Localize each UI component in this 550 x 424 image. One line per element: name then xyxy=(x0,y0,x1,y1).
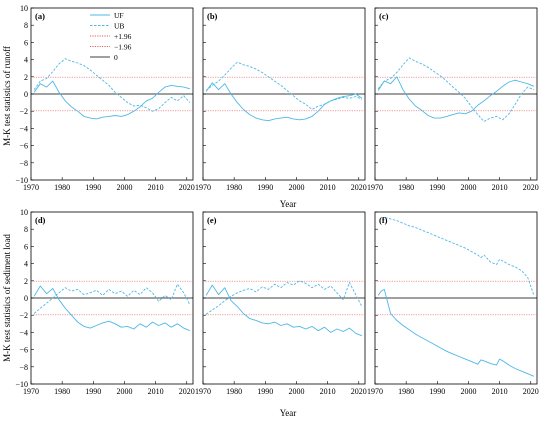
x-tick-label: 1970 xyxy=(367,387,383,396)
y-tick-label: −8 xyxy=(19,363,28,372)
x-tick-label: 1990 xyxy=(85,387,101,396)
y-tick-label: −10 xyxy=(15,380,28,389)
legend-label: UB xyxy=(114,21,124,30)
x-tick-label: 1980 xyxy=(226,387,242,396)
panel-f: 1970 1980 1990 2000 2010 2020 (f) xyxy=(367,211,539,396)
y-tick-label: −2 xyxy=(19,107,28,116)
y-axis-title-runoff: M-K test statistics of runoff xyxy=(2,46,12,146)
panel-label: (e) xyxy=(207,215,217,225)
series-uf-line xyxy=(377,76,535,119)
series-uf-line xyxy=(33,285,191,332)
x-tick-label: 1990 xyxy=(257,183,273,192)
y-tick-label: 8 xyxy=(24,21,28,30)
panel-b: 1970 1980 1990 2000 2010 2020 (b) xyxy=(195,7,367,192)
x-tick-label: 2020 xyxy=(351,387,367,396)
series-ub-line xyxy=(205,61,363,110)
series-uf-line xyxy=(205,284,363,337)
x-tick-label: 2020 xyxy=(523,387,539,396)
series-ub-line xyxy=(33,283,191,314)
series-ub-line xyxy=(33,58,191,112)
x-tick-label: 1970 xyxy=(23,183,39,192)
x-tick-label: 2000 xyxy=(116,387,132,396)
y-tick-label: 8 xyxy=(24,225,28,234)
x-tick-label: 2000 xyxy=(460,387,476,396)
panel-label: (c) xyxy=(379,11,389,21)
legend-label: −1.96 xyxy=(114,42,132,51)
x-tick-label: 2000 xyxy=(288,387,304,396)
y-tick-label: 2 xyxy=(24,73,28,82)
x-tick-label: 2010 xyxy=(148,183,164,192)
panel-e: 1970 1980 1990 2000 2010 2020 (e) xyxy=(195,211,367,396)
series-uf-line xyxy=(33,80,191,120)
panel-label: (d) xyxy=(35,215,46,225)
y-tick-label: 0 xyxy=(24,90,28,99)
x-tick-label: 1990 xyxy=(429,183,445,192)
y-tick-label: −6 xyxy=(19,142,28,151)
x-tick-label: 2020 xyxy=(523,183,539,192)
x-tick-label: 2020 xyxy=(351,183,367,192)
x-tick-label: 2010 xyxy=(492,387,508,396)
y-tick-label: 2 xyxy=(24,277,28,286)
x-tick-label: 1980 xyxy=(54,183,70,192)
x-tick-label: 2020 xyxy=(179,183,195,192)
x-tick-label: 1980 xyxy=(226,183,242,192)
series-ub-line xyxy=(377,57,535,122)
y-tick-label: −2 xyxy=(19,311,28,320)
y-tick-label: −4 xyxy=(19,328,28,337)
y-tick-label: 10 xyxy=(20,208,28,217)
legend-label: 0 xyxy=(114,53,118,62)
x-tick-label: 1990 xyxy=(257,387,273,396)
x-tick-label: 2010 xyxy=(320,387,336,396)
legend-label: +1.96 xyxy=(114,32,132,41)
x-tick-label: 2000 xyxy=(116,183,132,192)
y-tick-label: −10 xyxy=(15,176,28,185)
series-uf-line xyxy=(205,82,363,122)
x-axis-title-bottom: Year xyxy=(280,408,297,418)
x-tick-label: 2020 xyxy=(179,387,195,396)
x-tick-label: 1970 xyxy=(23,387,39,396)
panel-label: (b) xyxy=(207,11,218,21)
x-tick-label: 2010 xyxy=(148,387,164,396)
x-tick-label: 1970 xyxy=(195,183,211,192)
y-tick-label: −8 xyxy=(19,159,28,168)
y-tick-label: 6 xyxy=(24,242,28,251)
panel-c: 1970 1980 1990 2000 2010 2020 (c) xyxy=(367,7,539,192)
x-tick-label: 1980 xyxy=(398,183,414,192)
x-tick-label: 2010 xyxy=(320,183,336,192)
y-tick-label: 6 xyxy=(24,38,28,47)
x-tick-label: 1970 xyxy=(195,387,211,396)
panel-label: (a) xyxy=(35,11,45,21)
y-tick-label: −4 xyxy=(19,124,28,133)
x-tick-label: 2010 xyxy=(492,183,508,192)
x-axis-title-top: Year xyxy=(280,199,297,209)
x-tick-label: 2000 xyxy=(288,183,304,192)
y-tick-label: 4 xyxy=(24,260,28,269)
series-ub-line xyxy=(381,216,535,296)
legend-label: UF xyxy=(114,11,124,20)
panel-a: −10 −8 −6 −4 −2 0 2 4 6 8 10 1970 1980 1990 2000 2010 20… xyxy=(15,4,194,192)
series-uf-line xyxy=(377,288,535,377)
panel-label: (f) xyxy=(379,215,388,225)
x-tick-label: 1970 xyxy=(367,183,383,192)
y-tick-label: −6 xyxy=(19,346,28,355)
panel-d: −10 −8 −6 −4 −2 0 2 4 6 8 10 1970 1980 1990 2000 2010 20… xyxy=(15,208,194,396)
y-tick-label: 4 xyxy=(24,56,28,65)
y-tick-label: 0 xyxy=(24,294,28,303)
series-ub-line xyxy=(205,280,363,315)
x-tick-label: 1990 xyxy=(85,183,101,192)
y-axis-title-sediment: M-K test statistics of sediment load xyxy=(2,234,12,362)
x-tick-label: 1980 xyxy=(398,387,414,396)
x-tick-label: 1990 xyxy=(429,387,445,396)
x-tick-label: 2000 xyxy=(460,183,476,192)
x-tick-label: 1980 xyxy=(54,387,70,396)
y-tick-label: 10 xyxy=(20,4,28,13)
